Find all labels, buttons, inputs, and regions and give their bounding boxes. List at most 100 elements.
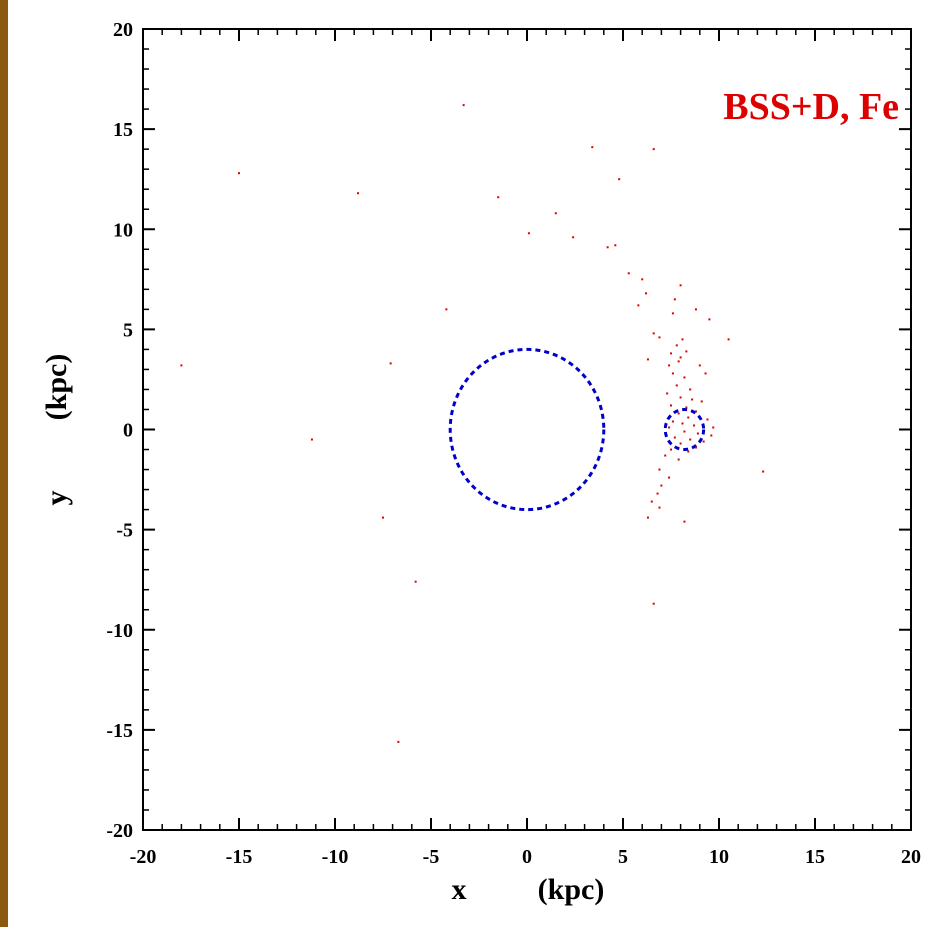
chart-panel: -20 -15 -10 -5 0 5 10 15 20 -20 -15 -10 -5 0 5 10 15 20 … (8, 0, 933, 927)
data-point (572, 236, 575, 239)
data-point (694, 410, 697, 413)
data-point (700, 400, 703, 403)
data-point (710, 434, 713, 437)
data-point (671, 312, 674, 315)
y-tick-label: 10 (113, 219, 133, 241)
data-point (670, 448, 672, 451)
data-point (180, 364, 183, 367)
data-point (650, 500, 653, 503)
data-point (670, 352, 672, 355)
data-point (679, 356, 682, 359)
data-point (683, 520, 686, 523)
data-point (652, 332, 655, 335)
data-point (591, 146, 594, 149)
y-tick-label: 0 (123, 420, 133, 442)
data-point (310, 438, 313, 441)
data-point (646, 516, 649, 519)
data-point (497, 196, 500, 199)
data-point (658, 336, 661, 339)
data-point (685, 350, 688, 353)
dashed-circle (448, 347, 606, 512)
y-tick-label: 5 (123, 319, 133, 341)
data-point (666, 392, 669, 395)
y-tick-label: -20 (106, 820, 133, 842)
data-point (554, 212, 557, 215)
data-point (685, 406, 688, 409)
ticks-layer (142, 28, 912, 831)
circles-layer (448, 347, 706, 512)
data-point (677, 458, 680, 461)
data-point (687, 416, 690, 419)
data-point (696, 432, 699, 435)
data-point (668, 426, 671, 429)
data-point (668, 476, 671, 479)
data-point (389, 362, 392, 365)
data-point (694, 446, 697, 449)
data-point (445, 308, 448, 311)
data-point (679, 284, 682, 287)
data-point (702, 440, 705, 443)
y-tick-label: 20 (113, 19, 133, 41)
x-tick-label: 20 (901, 846, 921, 868)
data-point (627, 272, 630, 275)
data-point (727, 338, 730, 341)
data-point (668, 364, 671, 367)
data-point (664, 454, 667, 457)
data-point (606, 246, 609, 249)
y-axis-unit: (kpc) (40, 354, 73, 421)
data-point (618, 178, 621, 181)
y-tick-label: -10 (106, 620, 133, 642)
x-tick-label: 5 (618, 846, 628, 868)
x-tick-label: 0 (522, 846, 532, 868)
data-point (679, 396, 682, 399)
data-point (691, 398, 694, 401)
data-point (670, 404, 672, 407)
data-point (414, 580, 417, 583)
data-point (698, 364, 701, 367)
data-point (694, 308, 697, 311)
x-axis-unit: (kpc) (538, 873, 605, 906)
data-point (673, 436, 676, 439)
data-point (675, 344, 678, 347)
y-axis-label: y (40, 491, 73, 506)
data-point (671, 420, 674, 423)
data-point (382, 516, 384, 519)
data-point (679, 442, 682, 445)
data-point (675, 384, 678, 387)
data-point (652, 602, 655, 605)
data-point (689, 438, 692, 441)
chart-annotation: BSS+D, Fe (723, 86, 899, 128)
data-point (712, 426, 715, 429)
data-point (645, 292, 648, 295)
dashed-circle (663, 407, 706, 452)
data-point (658, 506, 661, 509)
data-point (677, 412, 680, 415)
y-tick-label: -15 (106, 720, 133, 742)
data-point (660, 484, 663, 487)
x-axis-label: x (452, 873, 467, 906)
data-point (527, 232, 530, 235)
data-point (397, 740, 400, 743)
data-point (683, 430, 686, 433)
data-point (708, 318, 711, 321)
data-point (637, 304, 640, 307)
points-layer (180, 104, 765, 743)
data-point (687, 450, 690, 453)
data-point (658, 468, 661, 471)
y-tick-label: -5 (116, 520, 133, 542)
x-tick-label: -10 (322, 846, 349, 868)
x-tick-label: -20 (130, 846, 157, 868)
x-tick-label: 10 (709, 846, 729, 868)
plot-frame (142, 28, 912, 831)
data-point (671, 372, 674, 375)
y-tick-labels: -20 -15 -10 -5 0 5 10 15 20 (106, 19, 133, 842)
data-point (238, 172, 240, 175)
data-point (762, 470, 765, 473)
data-point (704, 372, 707, 375)
data-point (681, 422, 684, 425)
x-tick-label: -15 (226, 846, 253, 868)
data-point (656, 492, 659, 495)
data-point (357, 192, 360, 195)
x-tick-label: -5 (423, 846, 440, 868)
data-point (646, 358, 649, 361)
